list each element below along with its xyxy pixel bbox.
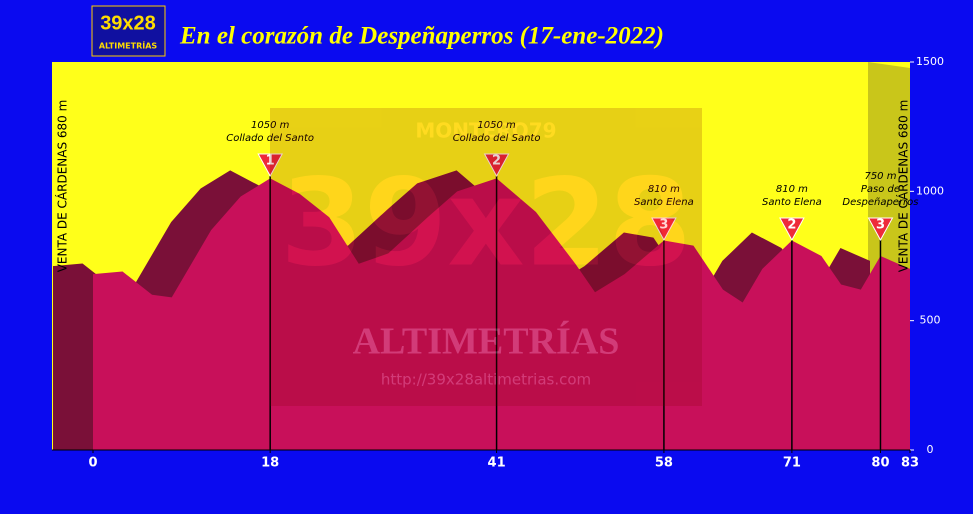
logo-subtext: ALTIMETRÍAS (99, 40, 158, 51)
climb-name: Collado del Santo (453, 133, 541, 144)
y-tick-label: 1000 (916, 184, 944, 197)
profile-front (93, 178, 910, 450)
x-tick-label: 41 (488, 456, 506, 471)
climb-name: Collado del Santo (226, 133, 314, 144)
profile-side (53, 266, 93, 450)
watermark-box (270, 108, 702, 406)
climb-marker (867, 217, 894, 242)
x-tick-label: 80 (871, 456, 889, 471)
x-tick-label: 58 (655, 456, 673, 471)
start-label: VENTA DE CÁRDENAS 680 m (55, 100, 70, 273)
climb-name: Santo Elena (634, 197, 694, 208)
y-tick-label: 1500 (916, 55, 944, 68)
climb-elevation: 750 m (864, 171, 896, 182)
climb-category: 2 (787, 218, 796, 233)
chart-title: En el corazón de Despeñaperros (17-ene-2… (179, 23, 664, 50)
logo-text: 39x28 (100, 12, 156, 34)
x-tick-label: 18 (261, 456, 279, 471)
climb-marker (483, 153, 510, 178)
climb-name: Paso de (861, 184, 900, 195)
watermark-big: 39x28 (280, 155, 691, 294)
end-label: VENTA DE CÁRDENAS 680 m (896, 100, 911, 273)
climb-category: 1 (266, 154, 275, 169)
climb-marker (257, 153, 284, 178)
y-tick-label: 0 (927, 443, 934, 456)
watermark: MONTERO79 39x28 ALTIMETRÍAS http://39x28… (270, 108, 702, 406)
watermark-url: http://39x28altimetrias.com (381, 371, 591, 389)
x-tick-label: 71 (783, 456, 801, 471)
watermark-word: ALTIMETRÍAS (353, 321, 620, 363)
watermark-author: MONTERO79 (415, 119, 556, 143)
logo-box (91, 5, 166, 57)
climb-elevation: 810 m (776, 184, 808, 195)
x-tick-label: 0 (88, 456, 97, 471)
climb-name: Despeñaperros (842, 197, 918, 208)
climb-elevation: 1050 m (251, 120, 290, 131)
climb-name: Santo Elena (762, 197, 822, 208)
climb-category: 2 (492, 154, 501, 169)
y-tick-label: 500 (920, 314, 941, 327)
climb-category: 3 (876, 218, 885, 233)
climb-category: 3 (659, 218, 668, 233)
climb-elevation: 810 m (648, 184, 680, 195)
climb-marker (651, 217, 677, 242)
climb-elevation: 1050 m (477, 120, 516, 131)
climb-marker (779, 217, 805, 242)
x-tick-label: 83 (901, 456, 919, 471)
